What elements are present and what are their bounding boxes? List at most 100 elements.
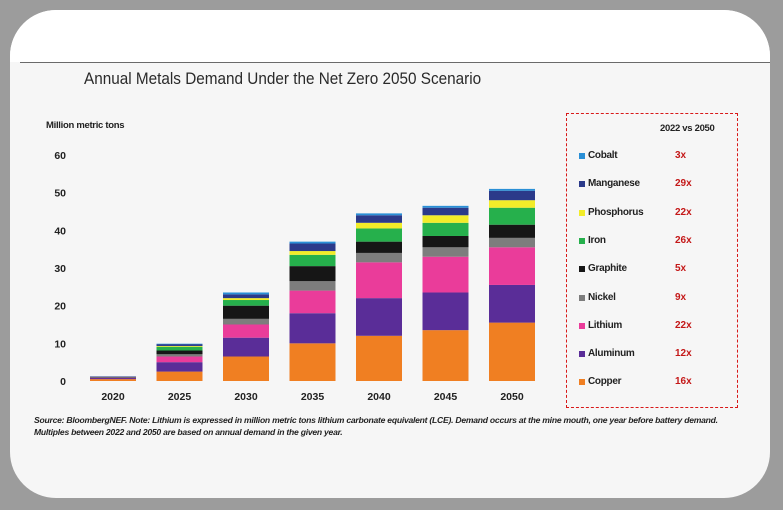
bar-segment-iron bbox=[356, 228, 402, 242]
x-tick-label: 2045 bbox=[434, 391, 458, 403]
legend-swatch bbox=[579, 294, 585, 301]
legend-label: Copper bbox=[588, 376, 622, 388]
bar-segment-iron bbox=[289, 254, 336, 267]
bar-segment-cobalt bbox=[156, 343, 203, 345]
bar-segment-lithium bbox=[156, 356, 203, 363]
bar-segment-aluminum bbox=[422, 292, 469, 331]
legend-swatch bbox=[579, 153, 585, 159]
bar-segment-aluminum bbox=[489, 284, 535, 323]
bar-segment-copper bbox=[223, 356, 269, 381]
title-divider bbox=[20, 62, 770, 63]
bar-segment-iron bbox=[422, 222, 469, 236]
bar-segment-aluminum bbox=[356, 298, 402, 336]
legend-swatch bbox=[579, 351, 585, 358]
bar-segment-graphite bbox=[356, 241, 402, 253]
bar-segment-lithium bbox=[90, 377, 136, 379]
bar-segment-manganese bbox=[489, 190, 535, 201]
legend-multiple: 12x bbox=[675, 348, 692, 360]
bar-segment-cobalt bbox=[289, 241, 336, 244]
bar-segment-cobalt bbox=[489, 188, 535, 191]
legend-multiple: 22x bbox=[675, 206, 692, 218]
bar-segment-lithium bbox=[356, 262, 402, 299]
y-tick-label: 40 bbox=[54, 225, 66, 237]
bar-segment-nickel bbox=[156, 354, 203, 357]
bar-segment-nickel bbox=[489, 237, 535, 248]
bar-segment-nickel bbox=[90, 377, 136, 378]
bar-segment-copper bbox=[156, 371, 203, 381]
bar-segment-nickel bbox=[422, 247, 469, 257]
legend-multiple: 3x bbox=[675, 150, 687, 161]
x-tick-label: 2020 bbox=[101, 391, 125, 403]
bar-segment-graphite bbox=[289, 266, 336, 282]
y-tick-label: 30 bbox=[54, 263, 66, 275]
legend-label: Nickel bbox=[588, 291, 616, 303]
legend-swatch bbox=[579, 237, 585, 244]
legend-swatch bbox=[579, 322, 585, 329]
y-tick-label: 20 bbox=[54, 301, 66, 313]
bar-segment-manganese bbox=[289, 243, 336, 252]
x-tick-label: 2025 bbox=[168, 391, 192, 403]
bar-segment-cobalt bbox=[422, 205, 469, 208]
bar-segment-aluminum bbox=[223, 337, 269, 357]
legend-box bbox=[566, 113, 738, 408]
legend-swatch bbox=[579, 266, 585, 273]
bar-segment-copper bbox=[289, 343, 336, 381]
x-tick-label: 2050 bbox=[500, 391, 524, 403]
bar-segment-iron bbox=[489, 207, 535, 225]
bar-segment-lithium bbox=[422, 256, 469, 293]
bar-segment-aluminum bbox=[289, 313, 336, 344]
bar-segment-manganese bbox=[90, 376, 136, 377]
x-tick-label: 2035 bbox=[301, 391, 325, 403]
bar-segment-phosphorus bbox=[156, 345, 203, 347]
bar-segment-copper bbox=[489, 322, 535, 381]
source-note: Source: BloombergNEF. Note: Lithium is e… bbox=[34, 415, 718, 437]
x-tick-label: 2040 bbox=[367, 391, 391, 403]
bar-segment-phosphorus bbox=[422, 215, 469, 223]
bar-segment-lithium bbox=[489, 247, 535, 285]
legend-multiple: 5x bbox=[675, 263, 687, 275]
bar-segment-lithium bbox=[289, 290, 336, 314]
bar-segment-aluminum bbox=[156, 362, 203, 372]
bar-segment-graphite bbox=[223, 305, 269, 319]
bar-segment-graphite bbox=[422, 235, 469, 248]
y-axis-label: Million metric tons bbox=[46, 120, 125, 131]
bar-segment-phosphorus bbox=[356, 222, 402, 229]
legend-label: Iron bbox=[588, 234, 606, 246]
bar-segment-graphite bbox=[156, 350, 203, 355]
legend-multiple: 22x bbox=[675, 319, 692, 331]
bar-segment-phosphorus bbox=[489, 200, 535, 208]
bar-segment-copper bbox=[422, 330, 469, 381]
legend-swatch bbox=[579, 209, 585, 216]
chart-title: Annual Metals Demand Under the Net Zero … bbox=[84, 69, 482, 88]
bar-segment-phosphorus bbox=[289, 251, 336, 255]
chart-card bbox=[10, 10, 770, 498]
bar-segment-manganese bbox=[356, 215, 402, 223]
legend-title: 2022 vs 2050 bbox=[660, 123, 715, 134]
legend-label: Graphite bbox=[588, 263, 627, 275]
legend-label: Aluminum bbox=[588, 348, 635, 360]
legend-swatch bbox=[579, 181, 585, 188]
bar-segment-phosphorus bbox=[223, 298, 269, 301]
legend-label: Cobalt bbox=[588, 150, 618, 161]
y-tick-label: 50 bbox=[54, 188, 66, 200]
legend-multiple: 16x bbox=[675, 376, 692, 388]
y-tick-label: 10 bbox=[54, 338, 66, 350]
bar-segment-nickel bbox=[356, 252, 402, 263]
legend-multiple: 26x bbox=[675, 234, 692, 246]
bar-segment-nickel bbox=[223, 318, 269, 325]
bar-segment-cobalt bbox=[356, 213, 402, 216]
legend-swatch bbox=[579, 379, 585, 386]
legend-multiple: 9x bbox=[675, 291, 687, 303]
bar-segment-copper bbox=[90, 379, 136, 381]
bar-segment-lithium bbox=[223, 324, 269, 338]
bar-segment-copper bbox=[356, 335, 402, 381]
bar-segment-manganese bbox=[156, 344, 203, 346]
bar-segment-aluminum bbox=[90, 377, 136, 380]
y-tick-label: 60 bbox=[54, 150, 66, 162]
bar-segment-graphite bbox=[489, 224, 535, 238]
bar-segment-nickel bbox=[289, 281, 336, 291]
bar-segment-cobalt bbox=[223, 292, 269, 295]
legend-label: Manganese bbox=[588, 178, 640, 190]
card-header-strip bbox=[10, 10, 770, 62]
